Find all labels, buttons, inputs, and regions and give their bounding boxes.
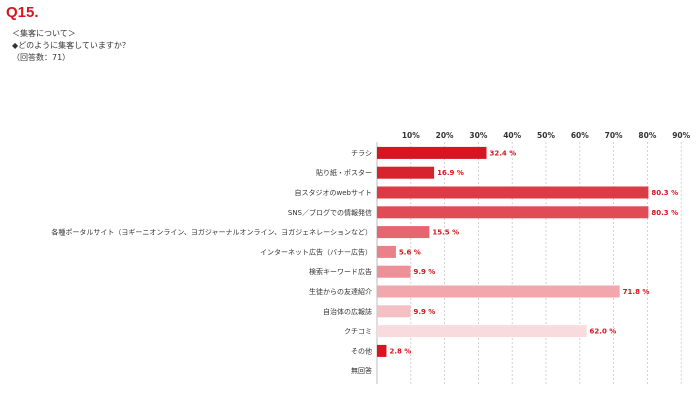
bar	[377, 146, 487, 159]
x-tick-label: 40%	[503, 131, 521, 140]
x-tick-label: 20%	[436, 131, 454, 140]
value-label: 80.3 %	[651, 189, 678, 197]
value-label: 80.3 %	[651, 209, 678, 217]
category-label: 自スタジオのwebサイト	[295, 188, 372, 197]
bar	[377, 186, 649, 199]
bar	[377, 344, 387, 357]
x-tick-label: 10%	[402, 131, 420, 140]
question-topic: ＜集客について＞	[12, 29, 76, 38]
category-label: チラシ	[351, 149, 372, 157]
bar	[377, 226, 430, 239]
value-label: 9.9 %	[413, 308, 435, 316]
category-label: 生徒からの友達紹介	[309, 287, 372, 296]
x-tick-label: 90%	[672, 131, 690, 140]
category-label: クチコミ	[344, 328, 372, 336]
value-label: 9.9 %	[413, 268, 435, 276]
bar	[377, 305, 411, 318]
category-label: 無回答	[351, 366, 372, 375]
value-label: 71.8 %	[623, 288, 650, 296]
bar	[377, 206, 649, 219]
value-label: 62.0 %	[590, 328, 617, 336]
bar	[377, 325, 587, 338]
x-tick-label: 70%	[605, 131, 623, 140]
bar	[377, 285, 620, 298]
x-tick-label: 60%	[571, 131, 589, 140]
category-label: インターネット広告（バナー広告）	[260, 247, 372, 256]
category-label: 検索キーワード広告	[309, 267, 372, 276]
x-tick-label: 50%	[537, 131, 555, 140]
x-tick-label: 30%	[469, 131, 487, 140]
category-label: その他	[351, 346, 372, 355]
bar	[377, 265, 411, 278]
question-text: ◆どのように集客していますか？	[12, 41, 130, 50]
bar	[377, 166, 435, 179]
category-label: 各種ポータルサイト（ヨギーニオンライン、ヨガジャーナルオンライン、ヨガジェネレー…	[51, 228, 372, 237]
category-label: SNS／ブログでの情報発信	[288, 208, 372, 217]
bar	[377, 245, 396, 258]
question-id: Q15.	[6, 4, 39, 21]
value-label: 15.5 %	[432, 229, 459, 237]
value-label: 5.6 %	[399, 248, 421, 256]
x-tick-label: 80%	[638, 131, 656, 140]
value-label: 2.8 %	[389, 347, 411, 355]
value-label: 16.9 %	[437, 169, 464, 177]
category-label: 自治体の広報誌	[323, 307, 372, 316]
category-label: 貼り紙・ポスター	[316, 168, 372, 177]
value-label: 32.4 %	[490, 149, 517, 157]
respondent-count: （回答数：71）	[12, 53, 71, 62]
